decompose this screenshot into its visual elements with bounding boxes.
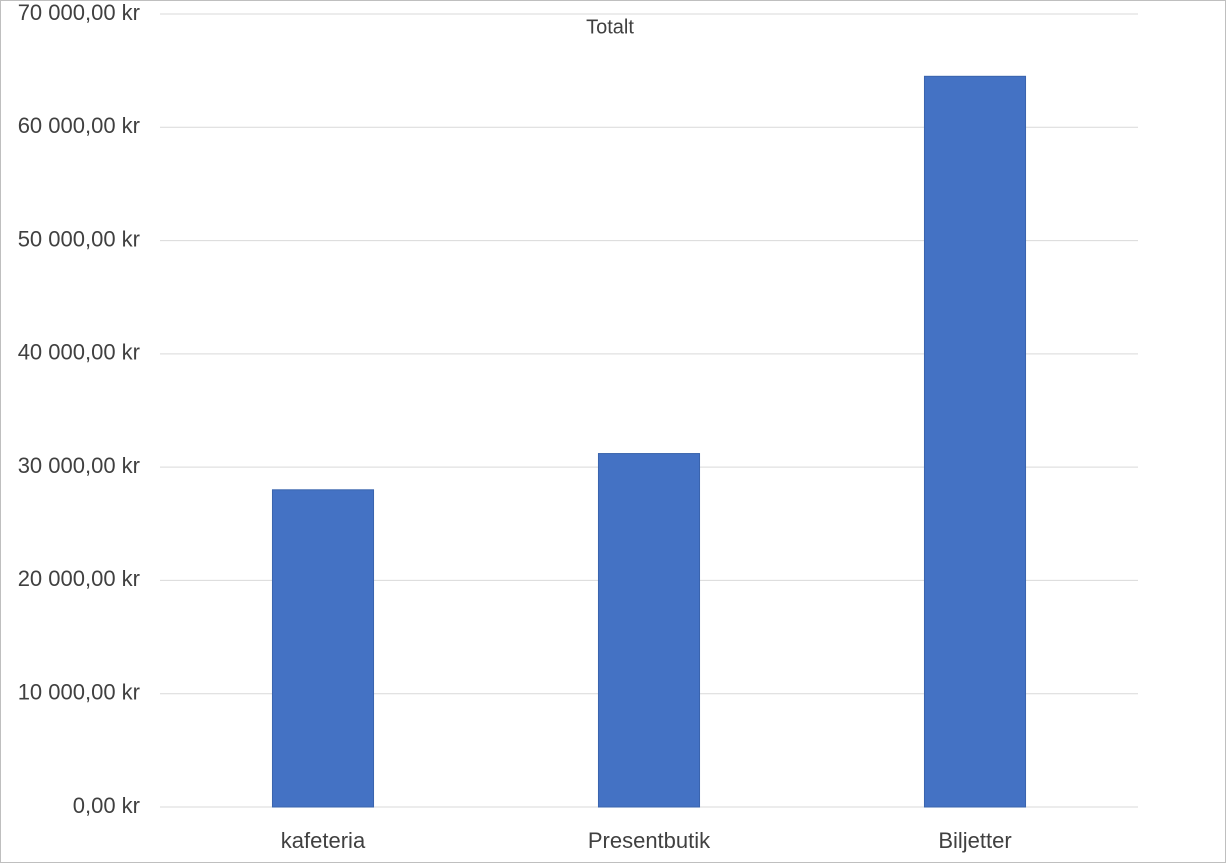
y-tick-label: 20 000,00 kr (18, 566, 140, 591)
y-tick-label: 40 000,00 kr (18, 340, 140, 365)
y-tick-label: 0,00 kr (73, 793, 140, 818)
bar (597, 453, 701, 808)
bar (271, 489, 375, 808)
x-tick-label: Presentbutik (588, 828, 711, 853)
y-tick-label: 50 000,00 kr (18, 226, 140, 251)
y-tick-label: 60 000,00 kr (18, 113, 140, 138)
x-tick-label: kafeteria (281, 828, 366, 853)
y-tick-label: 30 000,00 kr (18, 453, 140, 478)
x-tick-label: Biljetter (938, 828, 1011, 853)
chart-title: Totalt (586, 16, 634, 38)
y-tick-label: 10 000,00 kr (18, 680, 140, 705)
y-tick-label: 70 000,00 kr (18, 0, 140, 25)
bar (923, 75, 1027, 808)
